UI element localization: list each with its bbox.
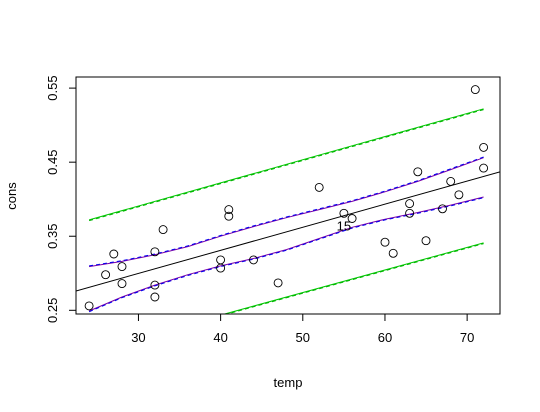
data-point-14	[249, 255, 258, 265]
line-ci-upper	[89, 157, 484, 268]
points-layer	[84, 85, 489, 311]
line-pred-upper-dashed	[88, 109, 484, 222]
x-tick-label: 40	[213, 330, 227, 345]
data-point-20	[388, 248, 398, 258]
x-tick-label: 70	[460, 330, 474, 345]
data-point-27	[454, 190, 464, 200]
data-point-10	[216, 255, 226, 265]
x-axis-label: temp	[274, 375, 303, 390]
data-point-7	[150, 280, 160, 290]
data-point-17	[339, 208, 349, 218]
y-tick-label: 0.35	[45, 224, 60, 249]
data-point-28	[470, 85, 480, 95]
line-ci-lower	[88, 196, 484, 312]
line-ci-lower-dashed	[88, 197, 484, 313]
line-pred-upper	[88, 108, 484, 221]
point-label-15: 15	[337, 219, 351, 234]
data-point-24	[421, 236, 431, 246]
data-point-21	[405, 199, 415, 209]
data-point-23	[413, 167, 423, 177]
x-tick-label: 30	[131, 330, 145, 345]
data-point-25	[438, 204, 447, 214]
data-point-11	[216, 263, 226, 273]
data-point-5	[117, 279, 127, 289]
data-point-1	[84, 301, 94, 311]
y-axis-label: cons	[4, 182, 19, 210]
y-tick-label: 0.45	[45, 150, 60, 175]
y-axis: 0.25 0.35 0.45 0.55	[45, 75, 77, 323]
data-point-13	[224, 211, 234, 221]
data-point-3	[109, 249, 119, 259]
data-point-19	[380, 237, 390, 247]
plot-frame	[75, 76, 501, 315]
data-point-6	[150, 247, 160, 257]
x-axis: 30 40 50 60 70	[131, 313, 474, 345]
data-point-26	[446, 176, 456, 186]
data-point-30	[479, 163, 489, 173]
data-point-8	[150, 292, 160, 302]
y-tick-label: 0.55	[45, 75, 60, 100]
data-point-12	[224, 205, 234, 215]
data-point-18	[347, 214, 357, 223]
x-tick-label: 60	[378, 330, 392, 345]
data-point-29	[479, 142, 489, 152]
line-ci-upper-dashed	[89, 156, 484, 267]
data-point-15	[273, 278, 283, 288]
data-point-22	[405, 208, 415, 218]
data-point-4	[117, 262, 127, 272]
data-point-16	[314, 182, 324, 192]
data-point-9	[158, 225, 168, 235]
x-tick-label: 50	[296, 330, 310, 345]
lines-layer	[76, 108, 500, 314]
line-pred-lower-dashed	[225, 243, 484, 314]
line-fit	[76, 171, 500, 292]
y-tick-label: 0.25	[45, 298, 60, 323]
data-point-2	[101, 270, 111, 280]
line-pred-lower	[224, 242, 484, 314]
